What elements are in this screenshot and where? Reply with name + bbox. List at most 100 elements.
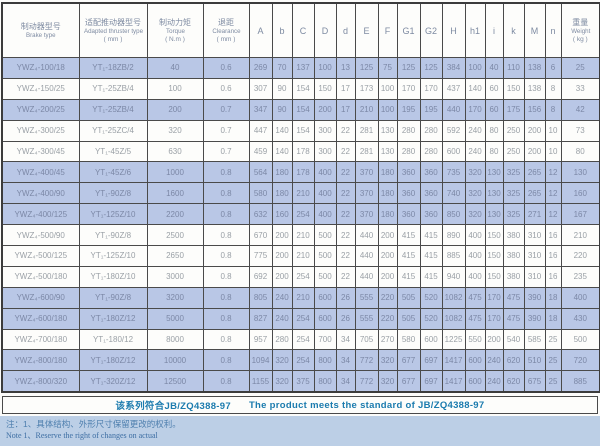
cell-k: 620 — [502, 349, 525, 372]
cell-thruster: YT₁-90Z/8 — [78, 182, 148, 205]
cell-clearance: 0.8 — [202, 203, 250, 226]
table-row: YWZ₄-700/180 YT₁-180/12 8000 0.8 957 280 254 70… — [1, 328, 600, 351]
cell-brake_type: YWZ₄-400/125 — [1, 203, 80, 226]
header-label: A — [257, 25, 264, 36]
cell-b: 90 — [271, 98, 293, 121]
cell-G2: 697 — [419, 349, 443, 372]
header-row: 制动器型号 Brake type 适配推动器型号 Adapted thruster t… — [1, 2, 600, 58]
cell-A: 827 — [248, 307, 273, 330]
cell-k: 250 — [502, 119, 525, 142]
cell-thruster: YT₁-45Z/5 — [78, 140, 148, 163]
cell-k: 475 — [502, 307, 525, 330]
cell-i: 170 — [484, 286, 504, 309]
cell-G2: 360 — [419, 182, 443, 205]
cell-weight: 235 — [560, 265, 600, 288]
cell-torque: 3200 — [146, 286, 204, 309]
header-cell-E: E — [354, 2, 379, 58]
cell-k: 380 — [502, 265, 525, 288]
cell-clearance: 0.7 — [202, 119, 250, 142]
header-label: ( kg ) — [572, 35, 588, 43]
table-row: YWZ₄-300/25 YT₁-25ZC/4 320 0.7 447 140 154 300 2… — [1, 119, 600, 142]
cell-C: 254 — [291, 307, 315, 330]
cell-M: 265 — [523, 161, 546, 184]
cell-n: 16 — [544, 245, 562, 267]
cell-h1: 400 — [464, 224, 486, 247]
cell-d: 34 — [335, 370, 356, 393]
cell-H: 740 — [441, 182, 466, 205]
cell-k: 110 — [502, 57, 525, 79]
cell-weight: 73 — [560, 119, 600, 142]
cell-E: 772 — [354, 370, 379, 393]
header-label: H — [450, 25, 457, 36]
cell-M: 200 — [523, 119, 546, 142]
cell-n: 6 — [544, 57, 562, 79]
header-cell-torque: 制动力矩 Torque( N.m ) — [146, 2, 204, 58]
cell-G1: 415 — [396, 245, 421, 267]
cell-D: 400 — [313, 182, 337, 205]
cell-G1: 170 — [396, 77, 421, 100]
cell-D: 200 — [313, 98, 337, 121]
cell-C: 178 — [291, 140, 315, 163]
cell-H: 1082 — [441, 307, 466, 330]
cell-G1: 415 — [396, 224, 421, 247]
cell-F: 200 — [377, 265, 398, 288]
cell-torque: 40 — [146, 57, 204, 79]
cell-clearance: 0.7 — [202, 98, 250, 121]
cell-h1: 320 — [464, 182, 486, 205]
cell-torque: 5000 — [146, 307, 204, 330]
table-container: 制动器型号 Brake type 适配推动器型号 Adapted thruster t… — [1, 2, 600, 394]
header-label: G2 — [424, 25, 437, 36]
cell-thruster: YT₁-125Z/10 — [78, 203, 148, 226]
cell-torque: 630 — [146, 140, 204, 163]
header-cell-H: H — [441, 2, 466, 58]
cell-C: 254 — [291, 265, 315, 288]
cell-E: 173 — [354, 77, 379, 100]
cell-thruster: YT₁-25ZB/4 — [78, 77, 148, 100]
cell-H: 1417 — [441, 370, 466, 393]
cell-F: 75 — [377, 57, 398, 79]
cell-clearance: 0.8 — [202, 182, 250, 205]
cell-G2: 125 — [419, 57, 443, 79]
cell-D: 600 — [313, 286, 337, 309]
header-label: k — [511, 25, 516, 36]
cell-G1: 125 — [396, 57, 421, 79]
header-cell-b: b — [271, 2, 293, 58]
cell-G1: 677 — [396, 349, 421, 372]
cell-E: 772 — [354, 349, 379, 372]
cell-C: 254 — [291, 203, 315, 226]
cell-b: 320 — [271, 370, 293, 393]
cell-clearance: 0.6 — [202, 57, 250, 79]
header-cell-weight: 重量 Weight( kg ) — [560, 2, 600, 58]
cell-d: 26 — [335, 307, 356, 330]
cell-h1: 100 — [464, 57, 486, 79]
cell-k: 620 — [502, 370, 525, 393]
cell-D: 800 — [313, 349, 337, 372]
cell-b: 200 — [271, 245, 293, 267]
header-label: ( mm ) — [103, 35, 123, 43]
header-label: D — [321, 25, 329, 36]
cell-d: 22 — [335, 140, 356, 163]
cell-G1: 415 — [396, 265, 421, 288]
cell-E: 440 — [354, 245, 379, 267]
cell-D: 500 — [313, 265, 337, 288]
header-cell-D: D — [313, 2, 337, 58]
cell-weight: 167 — [560, 203, 600, 226]
cell-b: 160 — [271, 203, 293, 226]
cell-M: 390 — [523, 286, 546, 309]
cell-brake_type: YWZ₄-800/180 — [1, 349, 80, 372]
cell-thruster: YT₁-180/12 — [78, 328, 148, 351]
cell-torque: 100 — [146, 77, 204, 100]
cell-torque: 10000 — [146, 349, 204, 372]
cell-clearance: 0.8 — [202, 224, 250, 247]
table-row: YWZ₄-600/180 YT₁-180Z/12 5000 0.8 827 240 254 6… — [1, 307, 600, 330]
cell-brake_type: YWZ₄-500/180 — [1, 265, 80, 288]
cell-torque: 1600 — [146, 182, 204, 205]
cell-A: 632 — [248, 203, 273, 226]
cell-d: 22 — [335, 265, 356, 288]
cell-torque: 2500 — [146, 224, 204, 247]
cell-k: 325 — [502, 182, 525, 205]
cell-A: 447 — [248, 119, 273, 142]
cell-i: 60 — [484, 98, 504, 121]
cell-G1: 360 — [396, 182, 421, 205]
